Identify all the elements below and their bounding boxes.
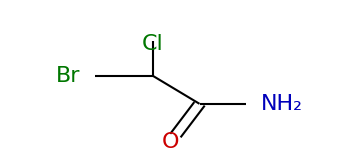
Text: NH₂: NH₂ (261, 94, 303, 114)
Text: Br: Br (56, 66, 81, 86)
Text: O: O (162, 132, 179, 152)
Text: Cl: Cl (142, 34, 164, 54)
